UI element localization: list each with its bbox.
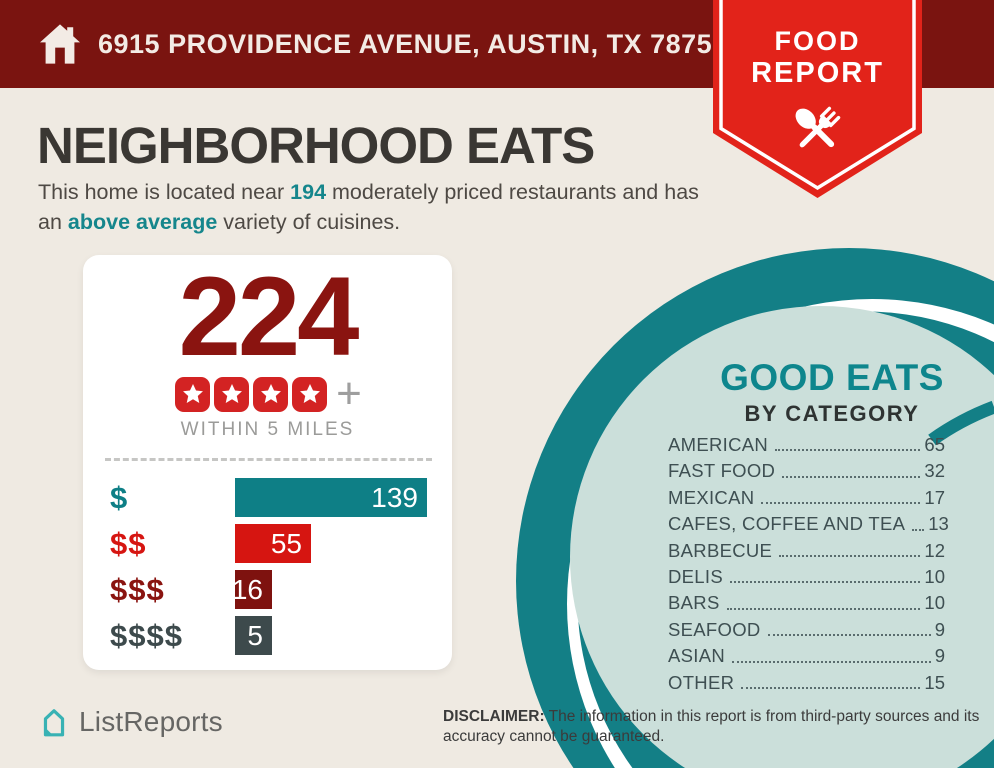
- category-value: 10: [924, 566, 945, 587]
- intro-text: variety of cuisines.: [217, 209, 401, 234]
- star-tile: [214, 376, 250, 412]
- brand-name: ListReports: [79, 706, 223, 737]
- teal-sliver-arc: [928, 400, 994, 446]
- disclaimer-label: DISCLAIMER:: [443, 708, 545, 725]
- price-bar-row: $$$ 16: [110, 570, 428, 609]
- intro-text: This home is located near: [38, 180, 291, 204]
- star-rating: +: [83, 369, 452, 418]
- plus-icon: +: [336, 369, 362, 418]
- price-tier-value: 5: [247, 619, 263, 651]
- category-name: FAST FOOD: [668, 460, 776, 482]
- category-value: 17: [924, 486, 945, 508]
- disclaimer: DISCLAIMER: The information in this repo…: [443, 707, 991, 748]
- dot-leader: [912, 528, 925, 531]
- ribbon-title-line1: FOOD: [774, 26, 861, 56]
- price-tier-label: $$$$: [110, 617, 183, 653]
- dot-leader: [726, 607, 921, 610]
- category-row: OTHER 15: [668, 667, 945, 693]
- category-row: CAFES, COFFEE AND TEA 13: [668, 508, 949, 535]
- category-row: DELIS 10: [668, 561, 945, 587]
- price-tier-value: 16: [231, 573, 263, 605]
- dashed-divider: [105, 458, 432, 461]
- category-name: BARBECUE: [668, 539, 773, 561]
- intro-paragraph: This home is located near 194 moderately…: [38, 178, 718, 237]
- star-tile: [292, 376, 328, 412]
- home-icon: [40, 24, 80, 64]
- dot-leader: [732, 660, 931, 663]
- intro-text: moderately priced restaurants and has an: [38, 180, 699, 234]
- price-tier-label: $: [110, 479, 129, 515]
- star-tile: [175, 376, 211, 412]
- category-value: 9: [934, 618, 945, 640]
- dot-leader: [767, 634, 931, 637]
- price-tier-label: $$$: [110, 571, 165, 607]
- category-name: MEXICAN: [668, 486, 755, 508]
- category-value: 13: [928, 513, 949, 535]
- brand-logo: ListReports: [38, 704, 223, 740]
- category-row: AMERICAN 65: [668, 429, 945, 455]
- page-title: NEIGHBORHOOD EATS: [37, 117, 595, 174]
- dot-leader: [761, 502, 921, 505]
- property-address: 6915 PROVIDENCE AVENUE, AUSTIN, TX 78752: [98, 28, 728, 59]
- ribbon-shape: [713, 0, 922, 198]
- radius-label: WITHIN 5 MILES: [180, 419, 355, 440]
- ribbon-title-line2: REPORT: [751, 57, 884, 89]
- category-row: BARBECUE 12: [668, 535, 945, 561]
- price-tier-bar: 16: [231, 570, 272, 609]
- star-icon: [260, 384, 281, 403]
- price-tier-bar: 139: [235, 478, 427, 517]
- category-row: BARS 10: [668, 587, 945, 614]
- price-tier-bar-chart: $139 $$ 55 $$$ 16 $$$$ 5: [83, 461, 452, 655]
- price-tier-value: 55: [270, 527, 302, 559]
- category-name: BARS: [668, 592, 720, 614]
- category-value: 9: [934, 645, 945, 667]
- dot-leader: [775, 449, 921, 452]
- dot-leader: [779, 554, 921, 557]
- category-row: FAST FOOD 32: [668, 455, 945, 482]
- category-name: DELIS: [668, 566, 723, 587]
- dot-leader: [741, 686, 921, 689]
- listreports-house-icon: [43, 709, 65, 737]
- mint-circle: [570, 306, 994, 768]
- category-row: ASIAN 9: [668, 640, 945, 666]
- category-name: AMERICAN: [668, 434, 769, 456]
- total-restaurant-count: 224: [178, 254, 360, 379]
- category-value: 15: [924, 671, 945, 693]
- good-eats-title: GOOD EATS: [720, 357, 944, 398]
- category-name: SEAFOOD: [668, 618, 761, 640]
- disclaimer-text: The information in this report is from t…: [443, 708, 980, 746]
- dot-leader: [782, 475, 921, 478]
- good-eats-heading: GOOD EATS BY CATEGORY: [672, 357, 992, 427]
- category-name: ASIAN: [668, 645, 726, 667]
- crossed-spoon-fork-icon: [795, 106, 841, 148]
- category-name: CAFES, COFFEE AND TEA: [668, 513, 906, 535]
- star-icon: [221, 384, 242, 403]
- restaurant-stats-card: 224 + WITHIN 5 MILES $139 $$ 55 $$$ 16 $$$$ 5: [83, 255, 452, 670]
- dot-leader: [729, 581, 921, 584]
- price-tier-label: $$: [110, 525, 147, 561]
- category-value: 12: [924, 539, 945, 561]
- price-bar-row: $$ 55: [110, 524, 428, 563]
- price-tier-value: 139: [371, 481, 418, 513]
- price-bar-row: $$$$ 5: [110, 616, 428, 655]
- star-icon: [182, 384, 203, 403]
- price-tier-bar: 55: [235, 524, 311, 563]
- star-tile: [253, 376, 289, 412]
- restaurant-count: 194: [290, 180, 327, 204]
- category-name: OTHER: [668, 671, 735, 693]
- price-bar-row: $139: [110, 478, 428, 517]
- category-row: MEXICAN 17: [668, 482, 945, 508]
- food-report-ribbon: FOOD REPORT: [713, 0, 922, 202]
- category-value: 65: [924, 434, 945, 456]
- star-icon: [299, 384, 320, 403]
- category-value: 32: [924, 460, 945, 482]
- category-value: 10: [924, 592, 945, 614]
- price-tier-bar: 5: [235, 616, 272, 655]
- good-eats-subtitle: BY CATEGORY: [744, 401, 920, 426]
- category-row: SEAFOOD 9: [668, 614, 945, 640]
- variety-highlight: above average: [67, 209, 218, 234]
- category-list: AMERICAN 65 FAST FOOD 32 MEXICAN 17 CAFES, COF…: [668, 429, 949, 693]
